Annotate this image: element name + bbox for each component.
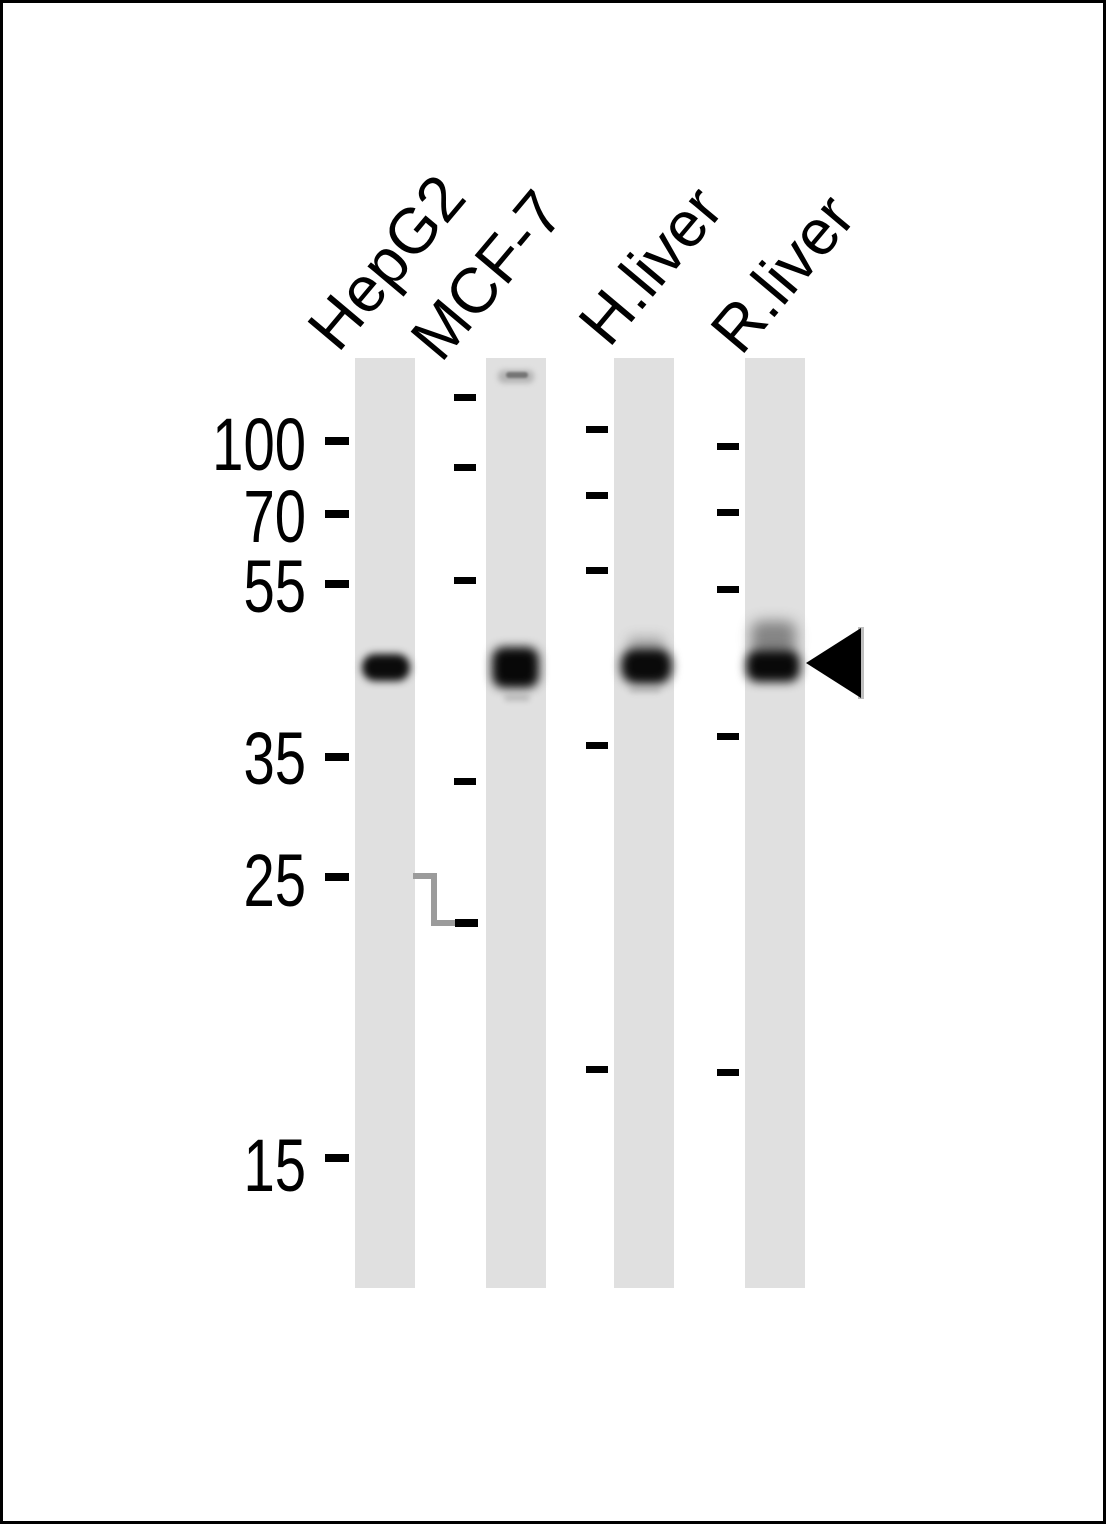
lane-tick xyxy=(717,1068,739,1076)
lane-tick xyxy=(586,741,608,749)
lane-tick xyxy=(717,508,739,516)
mw-tick xyxy=(325,580,349,588)
mw-tick xyxy=(325,510,349,518)
lane-tick xyxy=(454,393,476,401)
lane-tick xyxy=(717,585,739,593)
lane-tick xyxy=(586,491,608,499)
protein-band xyxy=(362,654,410,681)
mw-label: 25 xyxy=(243,840,306,922)
protein-band xyxy=(492,647,539,688)
mw-tick xyxy=(325,753,349,761)
protein-band xyxy=(621,648,672,684)
band-pointer-arrowhead xyxy=(806,628,861,698)
marker-artifact-line xyxy=(413,873,458,926)
lane-tick xyxy=(454,576,476,584)
protein-band xyxy=(504,695,530,701)
protein-band xyxy=(627,636,665,650)
mw-tick xyxy=(325,437,349,445)
protein-band xyxy=(751,621,796,655)
mw-tick xyxy=(325,873,349,881)
gel-lane xyxy=(355,358,415,1288)
gel-lane xyxy=(486,358,546,1288)
protein-band xyxy=(629,687,661,693)
mw-label: 70 xyxy=(243,476,306,558)
lane-tick xyxy=(717,732,739,740)
lane-tick xyxy=(586,1065,608,1073)
mw-label: 15 xyxy=(243,1125,306,1207)
lane-tick xyxy=(717,442,739,450)
lane-tick xyxy=(454,463,476,471)
marker-artifact-tick xyxy=(455,919,478,927)
lane-tick xyxy=(586,566,608,574)
lane-tick xyxy=(586,425,608,433)
gel-lane xyxy=(614,358,674,1288)
protein-band xyxy=(746,650,800,682)
mw-tick xyxy=(325,1154,349,1162)
mw-label: 55 xyxy=(243,546,306,628)
protein-band xyxy=(506,372,528,378)
gel-lanes-layer xyxy=(3,3,1103,1521)
ticks-layer xyxy=(3,3,1103,1521)
mw-label: 100 xyxy=(212,404,306,486)
bands-layer xyxy=(3,3,1103,1521)
mw-label: 35 xyxy=(243,718,306,800)
lane-tick xyxy=(454,777,476,785)
gel-lane xyxy=(745,358,805,1288)
